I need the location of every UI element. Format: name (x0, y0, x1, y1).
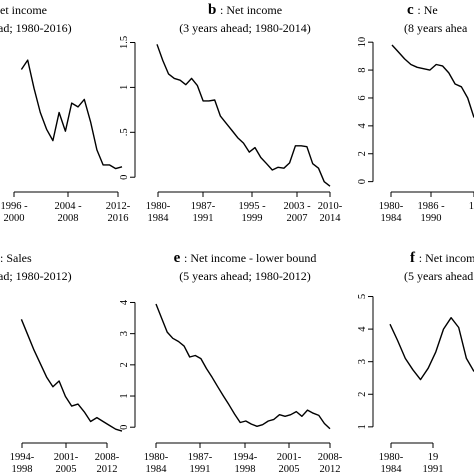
panel-d-x-tick-label: 2012 (97, 464, 118, 474)
panel-b-y-tick-label: 1.5 (119, 36, 130, 49)
panel-f-title: f : Net income (410, 250, 474, 266)
panel-e-letter: e (174, 250, 184, 266)
panel-e-y-tick-label: 1 (119, 393, 130, 398)
panel-e-title: e : Net income - lower bound (174, 250, 317, 266)
panel-c-y-tick-label: 10 (357, 37, 368, 48)
panel-e-y-tick-label: 3 (119, 331, 130, 336)
panel-e-x-tick-label: 1994- (233, 452, 258, 463)
panel-a-title-text: et income (0, 3, 47, 17)
panel-e-x-tick-label: 2005 (279, 464, 300, 474)
panel-e-x-tick-label: 1980- (144, 452, 169, 463)
panel-c-title-text: : Ne (417, 3, 437, 17)
panel-c-subtitle: (8 years ahea (404, 21, 468, 35)
panel-c-letter: c (407, 2, 417, 18)
panel-c-x-tick-label: 19 (469, 201, 474, 212)
panel-e-y-tick-label: 0 (119, 425, 130, 430)
panel-f-x-tick-label: 1980- (379, 452, 404, 463)
panel-d-x-tick-label: 1994- (10, 452, 35, 463)
panel-b-series-line (156, 44, 331, 187)
panel-d-subtitle: ad; 1980-2012) (0, 269, 72, 283)
panel-a-x-tick-label: 2008 (58, 213, 79, 224)
panel-a-x-tick-label: 2004 - (54, 201, 82, 212)
panel-b-x-tick-label: 1999 (242, 213, 263, 224)
panel-e-x-tick-label: 1998 (235, 464, 256, 474)
panel-c-x-tick-label: 1986 - (417, 201, 445, 212)
panel-b-x-tick-label: 1995 - (238, 201, 266, 212)
panel-a-subtitle: ad; 1980-2016) (0, 21, 72, 35)
panel-b-y-tick-label: 1 (119, 85, 130, 90)
panel-e-x-tick-label: 2012 (320, 464, 341, 474)
panel-e-x-tick-label: 2001- (277, 452, 302, 463)
panel-e-y-tick-label: 4 (119, 299, 130, 305)
panel-b-title-text: : Net income (220, 3, 282, 17)
panel-e-subtitle: (5 years ahead; 1980-2012) (179, 269, 311, 283)
panel-b-x-tick-label: 2007 (287, 213, 308, 224)
panel-b-subtitle: (3 years ahead; 1980-2014) (179, 21, 311, 35)
panel-f-x-tick-label: 1991 (423, 464, 444, 474)
panel-d: : Sales ad; 1980-2012) 1994-1998 2001-2005 2… (0, 251, 123, 474)
panel-c-y-tick-label: 6 (357, 95, 368, 100)
panel-c-y-tick-label: 8 (357, 67, 368, 72)
panel-b-letter: b (208, 2, 220, 18)
panel-d-title: : Sales (0, 251, 32, 265)
panel-c-x-tick-label: 1984 (381, 213, 403, 224)
panel-b-x-tick-label: 2003 - (283, 201, 311, 212)
panel-f-series-line (389, 317, 474, 381)
panel-e-x-tick-label: 2008- (318, 452, 343, 463)
panel-b-y-tick-label: 0 (119, 175, 130, 180)
panel-f-x-tick-label: 1984 (381, 464, 403, 474)
panel-d-x-tick-label: 2001- (54, 452, 79, 463)
panel-f-letter: f (410, 250, 419, 266)
panel-e-series-line (155, 303, 331, 430)
panel-c-y-tick-label: 4 (357, 122, 368, 128)
panel-f-title-text: : Net income (419, 251, 474, 265)
panel-e-title-text: : Net income - lower bound (184, 251, 316, 265)
panel-d-x-tick-label: 2005 (56, 464, 77, 474)
panel-d-title-text: : Sales (0, 251, 32, 265)
panel-f-y-tick-label: 2 (357, 392, 368, 397)
panel-f-x-tick-label: 19 (428, 452, 439, 463)
panel-a-title: et income (0, 3, 47, 17)
panel-b-x-tick-label: 1987- (191, 201, 216, 212)
panel-c-x-tick-label: 1980- (379, 201, 404, 212)
panel-f-y-tick-label: 1 (357, 424, 368, 429)
panel-a-x-tick-label: 1996 - (0, 201, 28, 212)
panel-e-x-tick-label: 1987- (188, 452, 213, 463)
panel-a-x-tick-label: 2000 (4, 213, 25, 224)
panel-f-y-tick-label: 3 (357, 359, 368, 364)
panel-c-y-tick-label: 2 (357, 151, 368, 156)
panel-d-series-line (20, 319, 123, 432)
panel-a-x-tick-label: 2012- (106, 201, 131, 212)
panel-b-y-tick-label: .5 (119, 128, 130, 136)
panel-f-y-tick-label: 4 (357, 326, 368, 332)
panel-c-title: c : Ne (407, 2, 438, 18)
panel-b-x-tick-label: 2014 (320, 213, 342, 224)
panel-e: e : Net income - lower bound (5 years ahe… (119, 250, 343, 474)
panel-c-series-line (391, 44, 474, 118)
panel-e-x-tick-label: 1991 (190, 464, 211, 474)
panel-c-x-tick-label: 1990 (421, 213, 442, 224)
panel-b-x-tick-label: 2010- (318, 201, 343, 212)
panel-e-y-tick-label: 2 (119, 362, 130, 367)
panel-f-subtitle: (5 years ahead (404, 269, 473, 283)
panel-f: f : Net income(5 years ahead1980-1984191… (357, 250, 474, 474)
panel-c-y-tick-label: 0 (357, 179, 368, 184)
panel-f-y-tick-label: 5 (357, 294, 368, 299)
panel-d-x-tick-label: 2008- (95, 452, 120, 463)
panel-b-x-tick-label: 1984 (148, 213, 170, 224)
panel-d-x-tick-label: 1998 (12, 464, 33, 474)
panel-a-series-line (20, 59, 123, 170)
panel-b: b : Net income (3 years ahead; 1980-2014)… (119, 2, 343, 224)
panel-e-x-tick-label: 1984 (146, 464, 168, 474)
panel-a-x-tick-label: 2016 (108, 213, 129, 224)
panel-b-title: b : Net income (208, 2, 282, 18)
panel-b-x-tick-label: 1980- (146, 201, 171, 212)
panel-b-x-tick-label: 1991 (193, 213, 214, 224)
